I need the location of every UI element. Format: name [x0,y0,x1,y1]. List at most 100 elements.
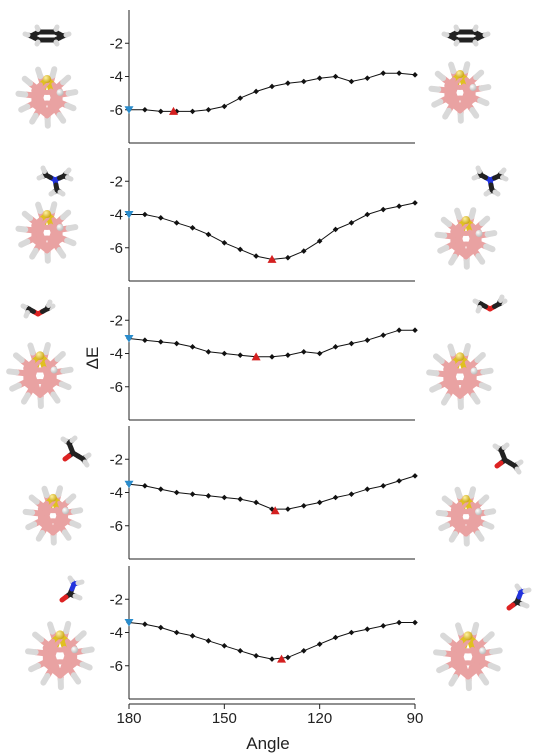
chart-panel-3: -2 -4 -6 [110,287,418,421]
data-point [332,494,339,501]
dimethyl-ether-molecule-icon [472,294,508,314]
x-tick-label: 120 [307,710,332,727]
data-point [380,332,387,339]
data-point [380,70,387,76]
start-marker [124,480,134,489]
data-point [348,78,355,85]
start-marker [124,335,134,343]
data-point [253,253,259,259]
acetone-molecule-icon [492,442,524,475]
data-point [412,473,418,479]
benzene-molecule-icon [22,24,72,47]
data-point [348,340,355,347]
data-point [189,225,196,231]
data-point [396,619,402,626]
thiaborane-cluster-icon [434,207,498,270]
data-point [237,352,244,358]
y-tick-label: -4 [110,69,123,86]
panels-group: -2 -4 -6 -2 -4 -6 -2 -4 -6 -2 -4 -6 -2 -4 -6 [110,10,418,700]
data-point [285,254,291,261]
thiaborane-cluster-icon [15,66,79,129]
data-point [285,506,291,512]
data-point [364,75,371,81]
y-tick-label: -4 [110,485,123,502]
y-tick-label: -2 [110,591,123,608]
data-point [396,70,402,76]
data-point [285,80,291,86]
x-axis-title: Angle [246,734,289,753]
data-point [157,215,164,221]
data-point [205,638,212,644]
data-point [332,73,339,80]
y-tick-label: -2 [110,35,123,52]
series-line [128,475,416,510]
data-point [221,103,228,110]
trimethylamine-molecule-icon [471,165,509,197]
y-tick-label: -2 [110,312,123,329]
data-point [205,349,212,355]
data-point [142,106,148,113]
y-tick-label: -6 [110,379,123,396]
data-point [173,108,180,115]
data-point [285,352,291,358]
data-point [332,634,339,641]
data-point [269,656,275,662]
data-point [253,88,259,95]
chart-panel-1: -2 -4 -6 [110,10,418,144]
minimum-marker [168,106,178,115]
data-point [364,211,371,218]
data-point [412,619,418,626]
data-point [173,629,180,636]
data-point [300,349,307,355]
molecule-illustrations [6,24,532,692]
y-tick-label: -6 [110,102,123,119]
x-axis: 180 150 120 90 Angle [116,703,423,753]
data-point [412,72,418,78]
y-tick-label: -2 [110,173,123,190]
minimum-marker [270,506,280,515]
data-point [237,496,244,502]
data-point [300,503,307,509]
x-tick-label: 180 [116,710,141,727]
thiaborane-cluster-icon [426,342,494,411]
data-point [396,203,402,209]
data-point [142,483,148,489]
data-point [142,621,148,627]
thiaborane-cluster-icon [435,486,497,547]
data-point [316,641,323,647]
data-point [221,239,228,246]
data-point [300,647,307,654]
data-point [348,629,355,636]
data-point [189,344,196,350]
data-point [300,78,307,85]
data-point [253,499,259,506]
start-marker [124,619,134,627]
y-tick-label: -4 [110,207,123,224]
data-point [364,337,371,343]
chart-panel-2: -2 -4 -6 [110,148,418,282]
data-point [300,248,307,254]
data-point [380,483,387,489]
acetone-molecule-icon [60,435,92,468]
chart-panel-5: -2 -4 -6 [110,566,418,700]
thiaborane-cluster-icon [25,620,95,691]
data-point [316,350,323,357]
series-line [128,329,415,358]
data-point [364,486,371,492]
y-tick-label: -6 [110,658,123,675]
y-axis-title: ΔE [83,347,102,370]
thiaborane-cluster-icon [428,61,492,124]
formamide-molecule-icon [59,575,85,603]
thiaborane-cluster-icon [22,485,84,546]
data-point [412,327,418,334]
data-point [316,238,323,244]
y-tick-label: -4 [110,346,123,363]
data-point [348,220,355,226]
data-point [396,478,402,484]
data-point [253,652,259,659]
start-marker [124,211,134,219]
formamide-molecule-icon [506,583,532,611]
chart-panel-4: -2 -4 -6 [110,426,418,560]
series-line [129,202,416,260]
